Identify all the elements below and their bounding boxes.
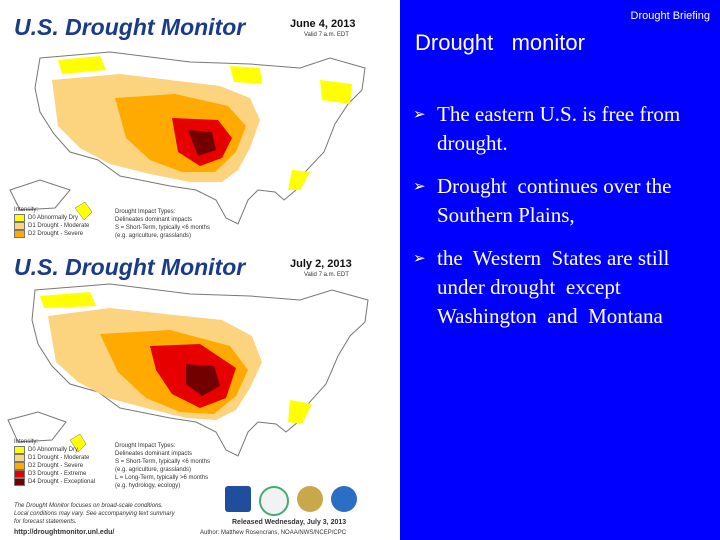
arrow-bullet-icon: ➢: [413, 249, 426, 267]
arrow-bullet-icon: ➢: [413, 105, 426, 123]
legend: D0 Abnormally Dry D1 Drought - Moderate …: [14, 214, 89, 238]
legend-item-d2: D2 Drought - Severe: [14, 462, 95, 470]
ndmc-logo-icon: [259, 486, 289, 516]
bullet-item: ➢ the Western States are still under dro…: [413, 244, 720, 331]
legend-item-d3: D3 Drought - Extreme: [14, 470, 95, 478]
noaa-logo-icon: [331, 486, 357, 512]
bullet-text: the Western States are still under droug…: [437, 246, 675, 328]
legend: D0 Abnormally Dry D1 Drought - Moderate …: [14, 446, 95, 486]
agency-logos: [225, 486, 357, 516]
legend-swatch: [14, 462, 25, 470]
bullet-item: ➢ The eastern U.S. is free from drought.: [413, 100, 720, 158]
usda-logo-icon: [225, 486, 251, 512]
legend-item-d4: D4 Drought - Exceptional: [14, 478, 95, 486]
impact-types: Drought Impact Types: Delineates dominan…: [115, 209, 211, 239]
agency-seal-icon: [297, 486, 323, 512]
bullet-list: ➢ The eastern U.S. is free from drought.…: [413, 100, 720, 345]
briefing-label: Drought Briefing: [630, 10, 711, 22]
legend-item-d2: D2 Drought - Severe: [14, 230, 89, 238]
source-url[interactable]: http://droughtmonitor.unl.edu/: [14, 529, 115, 536]
slide-title: Drought monitor: [415, 30, 585, 55]
legend-swatch: [14, 230, 25, 238]
author: Author: Matthew Rosencrans, NOAA/NWS/NCE…: [200, 530, 347, 536]
us-drought-map: [9, 51, 366, 225]
legend-item-d0: D0 Abnormally Dry: [14, 446, 95, 454]
bullet-text: The eastern U.S. is free from drought.: [437, 102, 686, 155]
legend-item-d1: D1 Drought - Moderate: [14, 454, 95, 462]
released-date: Released Wednesday, July 3, 2013: [232, 519, 347, 526]
drought-map-june: U.S. Drought Monitor June 4, 2013 Valid …: [0, 0, 400, 246]
us-drought-map: [7, 283, 369, 457]
legend-item-d0: D0 Abnormally Dry: [14, 214, 89, 222]
impact-types: Drought Impact Types: Delineates dominan…: [115, 443, 211, 489]
legend-swatch: [14, 454, 25, 462]
drought-map-july: U.S. Drought Monitor July 2, 2013 Valid …: [0, 246, 400, 540]
map-date: July 2, 2013: [290, 258, 352, 270]
map-title: U.S. Drought Monitor: [14, 254, 246, 280]
arrow-bullet-icon: ➢: [413, 177, 426, 195]
bullet-item: ➢ Drought continues over the Southern Pl…: [413, 172, 720, 230]
legend-intensity-label: Intensity:: [14, 207, 39, 213]
map-valid-time: Valid 7 a.m. EDT: [304, 32, 349, 38]
legend-swatch: [14, 222, 25, 230]
legend-swatch: [14, 446, 25, 454]
bullet-text: Drought continues over the Southern Plai…: [437, 174, 677, 227]
legend-item-d1: D1 Drought - Moderate: [14, 222, 89, 230]
footnote: The Drought Monitor focuses on broad-sca…: [14, 503, 175, 525]
map-title: U.S. Drought Monitor: [14, 14, 246, 40]
map-valid-time: Valid 7 a.m. EDT: [304, 272, 349, 278]
legend-swatch: [14, 470, 25, 478]
map-date: June 4, 2013: [290, 18, 356, 30]
legend-swatch: [14, 214, 25, 222]
legend-intensity-label: Intensity:: [14, 439, 39, 445]
drought-maps-panel: U.S. Drought Monitor June 4, 2013 Valid …: [0, 0, 400, 540]
legend-swatch: [14, 478, 25, 486]
